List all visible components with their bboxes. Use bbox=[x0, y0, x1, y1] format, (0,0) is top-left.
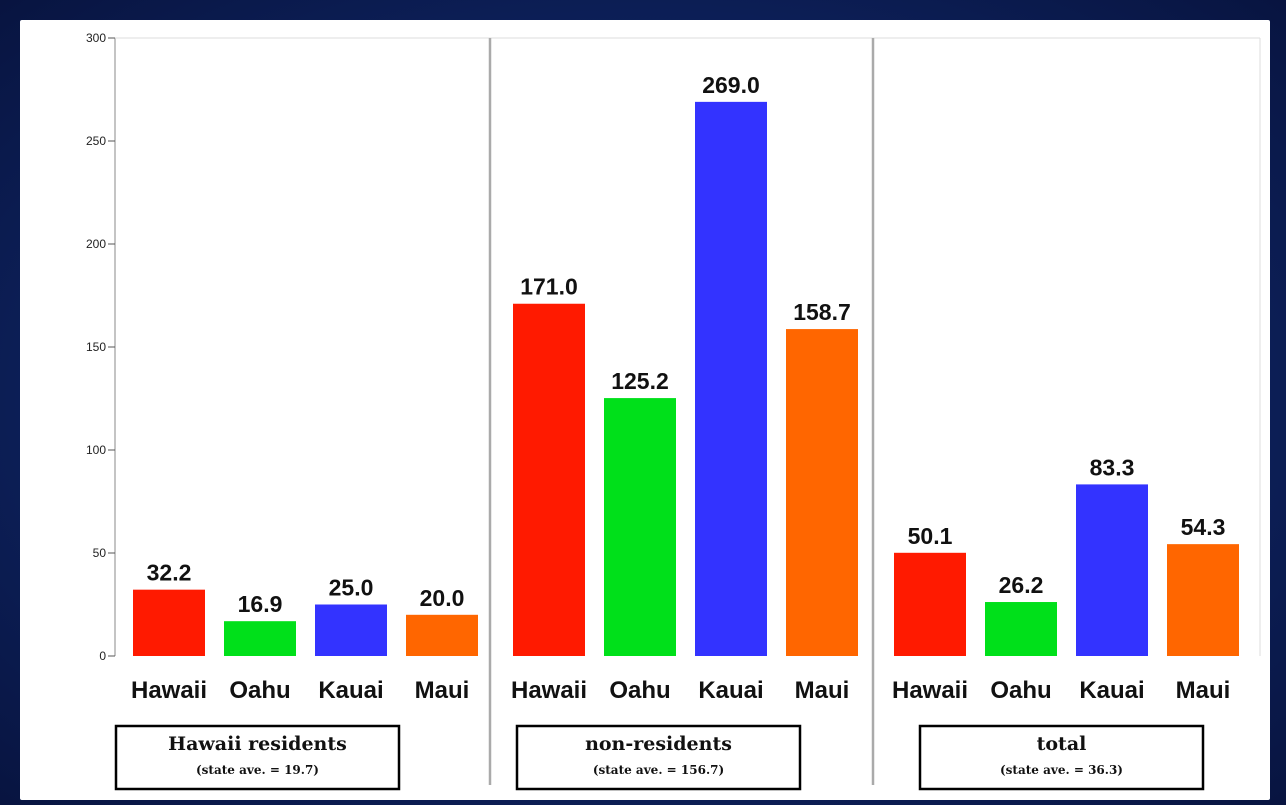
y-tick-label: 0 bbox=[99, 649, 106, 663]
y-tick-label: 200 bbox=[86, 237, 106, 251]
category-label: Kauai bbox=[318, 677, 383, 704]
y-tick-label: 150 bbox=[86, 340, 106, 354]
y-tick-label: 100 bbox=[86, 443, 106, 457]
bar-value-label: 83.3 bbox=[1090, 454, 1135, 480]
bar-value-label: 269.0 bbox=[702, 72, 760, 98]
bar-value-label: 171.0 bbox=[520, 274, 578, 300]
y-tick-label: 250 bbox=[86, 134, 106, 148]
category-label: Kauai bbox=[1079, 677, 1144, 704]
category-label: Maui bbox=[415, 677, 470, 704]
bar-value-label: 26.2 bbox=[999, 572, 1044, 598]
bar-maui bbox=[1167, 544, 1239, 656]
category-label: Kauai bbox=[698, 677, 763, 704]
bar-value-label: 125.2 bbox=[611, 368, 669, 394]
bar-oahu bbox=[224, 621, 296, 656]
group-label: non-residents bbox=[585, 733, 732, 755]
group-label-box bbox=[114, 724, 401, 791]
category-label: Oahu bbox=[609, 677, 670, 704]
group-label: Hawaii residents bbox=[168, 733, 347, 755]
bar-value-label: 54.3 bbox=[1181, 514, 1226, 540]
category-label: Oahu bbox=[229, 677, 290, 704]
category-label: Hawaii bbox=[131, 677, 207, 704]
group-label: total bbox=[1037, 733, 1087, 755]
bar-value-label: 16.9 bbox=[238, 591, 283, 617]
bar-value-label: 158.7 bbox=[793, 299, 851, 325]
bar-value-label: 50.1 bbox=[908, 523, 953, 549]
bar-value-label: 25.0 bbox=[329, 575, 374, 601]
category-label: Maui bbox=[795, 677, 850, 704]
bar-oahu bbox=[985, 602, 1057, 656]
category-label: Hawaii bbox=[892, 677, 968, 704]
bar-hawaii bbox=[133, 589, 205, 656]
category-label: Maui bbox=[1176, 677, 1231, 704]
group-label-box bbox=[918, 724, 1205, 791]
bar-value-label: 32.2 bbox=[147, 560, 192, 586]
group-note: (state ave. = 19.7) bbox=[196, 763, 319, 777]
group-note: (state ave. = 36.3) bbox=[1000, 763, 1123, 777]
bar-kauai bbox=[315, 604, 387, 656]
category-label: Oahu bbox=[990, 677, 1051, 704]
bar-hawaii bbox=[513, 303, 585, 656]
bar-value-label: 20.0 bbox=[420, 585, 465, 611]
bar-oahu bbox=[604, 398, 676, 656]
y-tick-label: 50 bbox=[93, 546, 107, 560]
bar-maui bbox=[406, 614, 478, 656]
category-label: Hawaii bbox=[511, 677, 587, 704]
bar-kauai bbox=[1076, 484, 1148, 656]
bar-hawaii bbox=[894, 552, 966, 656]
group-note: (state ave. = 156.7) bbox=[593, 763, 724, 777]
bar-chart: 0 50 100 150 200 250 300 32.2 Hawaii 16.9 Oahu 25.0… bbox=[86, 31, 1261, 791]
chart-panel: 0 50 100 150 200 250 300 32.2 Hawaii 16.9 Oahu 25.0… bbox=[20, 20, 1270, 800]
y-tick-label: 300 bbox=[86, 31, 106, 45]
group-label-box bbox=[515, 724, 802, 791]
bar-kauai bbox=[695, 101, 767, 657]
bar-maui bbox=[786, 329, 858, 656]
